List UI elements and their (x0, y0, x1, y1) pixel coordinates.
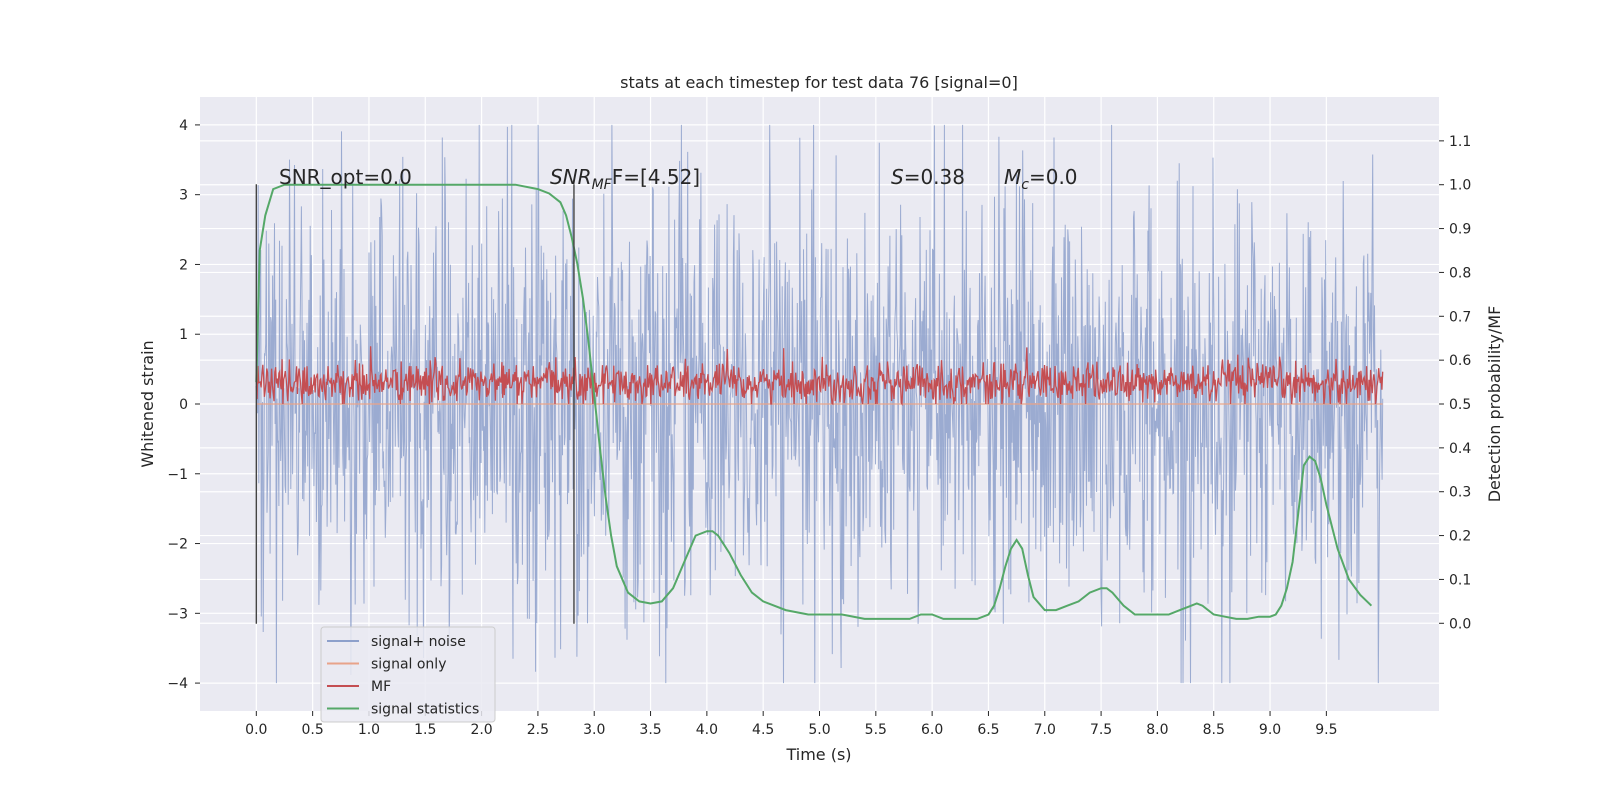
snr-mf-prefix: SNR (550, 165, 592, 189)
legend-entry: signal statistics (371, 702, 479, 718)
x-tick-label: 5.5 (865, 722, 887, 738)
chart-title: stats at each timestep for test data 76 … (620, 73, 1018, 92)
x-tick-label: 7.5 (1090, 722, 1112, 738)
y-right-tick-label: 0.4 (1449, 441, 1471, 457)
x-tick-label: 9.5 (1315, 722, 1337, 738)
x-axis-label: Time (s) (785, 745, 851, 764)
y-right-tick-label: 0.1 (1449, 572, 1471, 588)
x-tick-label: 2.0 (470, 722, 492, 738)
y-tick-label: 0 (179, 397, 188, 413)
x-tick-label: 4.5 (752, 722, 774, 738)
y-tick-label: 1 (179, 327, 188, 343)
y-tick-label: 2 (179, 257, 188, 273)
x-tick-label: 8.5 (1203, 722, 1225, 738)
y-right-tick-label: 0.0 (1449, 616, 1471, 632)
mc-value: =0.0 (1029, 165, 1078, 189)
y-tick-label: 3 (179, 188, 188, 204)
snr-mf-annotation: SNRMFF=[4.52] (550, 165, 700, 193)
y-right-tick-label: 1.0 (1449, 178, 1471, 194)
s-annotation: S=0.38 (891, 165, 965, 189)
x-tick-label: 1.0 (358, 722, 380, 738)
x-tick-label: 6.5 (977, 722, 999, 738)
x-tick-label: 8.0 (1146, 722, 1168, 738)
y-right-tick-label: 0.7 (1449, 309, 1471, 325)
y-right-tick-label: 0.8 (1449, 265, 1471, 281)
x-tick-label: 2.5 (527, 722, 549, 738)
y-tick-label: −1 (167, 467, 188, 483)
y-right-tick-label: 0.6 (1449, 353, 1471, 369)
x-tick-label: 0.5 (302, 722, 324, 738)
y-tick-label: −4 (167, 676, 188, 692)
x-tick-label: 4.0 (696, 722, 718, 738)
vline-layer (255, 184, 575, 624)
y-tick-label: −2 (167, 537, 188, 553)
x-tick-label: 9.0 (1259, 722, 1281, 738)
legend-entry: signal+ noise (371, 634, 466, 650)
x-tick-label: 3.5 (639, 722, 661, 738)
x-tick-label: 1.5 (414, 722, 436, 738)
y-right-tick-label: 0.2 (1449, 529, 1471, 545)
snr-mf-sub: MF (592, 177, 613, 193)
y-right-tick-label: 0.9 (1449, 222, 1471, 238)
legend: signal+ noise signal only MF signal statist… (320, 626, 496, 723)
y-right-axis-ticks: 1.1 1.0 0.9 0.8 0.7 0.6 0.5 0.4 0.3 0.2 0.1 0.0 (1439, 134, 1471, 632)
series-signal-statistics (255, 183, 1373, 620)
y-axis-label: Whitened strain (138, 340, 157, 467)
legend-box (320, 626, 496, 723)
x-tick-label: 5.0 (808, 722, 830, 738)
s-label: S (891, 165, 904, 189)
y-tick-label: −3 (167, 606, 188, 622)
x-tick-label: 0.0 (245, 722, 267, 738)
s-value: =0.38 (904, 165, 965, 189)
x-tick-label: 6.0 (921, 722, 943, 738)
legend-entry: MF (371, 679, 391, 695)
y-right-axis-label: Detection probability/MF (1485, 306, 1504, 503)
y-tick-label: 4 (179, 118, 188, 134)
y-right-tick-label: 1.1 (1449, 134, 1471, 150)
snr-mf-suffix: F=[4.52] (612, 165, 700, 189)
y-right-tick-label: 0.5 (1449, 397, 1471, 413)
series-signal-noise (255, 124, 1384, 684)
mc-sub: c (1021, 177, 1029, 193)
legend-entry: signal only (371, 657, 446, 673)
series-mf (255, 346, 1384, 407)
y-axis-ticks: 4 3 2 1 0 −1 −2 −3 −4 (167, 118, 200, 692)
x-axis-ticks: 0.0 0.5 1.0 1.5 2.0 2.5 3.0 3.5 4.0 4.5 5.0 5.5 6.0 6… (245, 711, 1337, 738)
series-layer (255, 124, 1384, 684)
x-tick-label: 3.0 (583, 722, 605, 738)
snr-opt-annotation: SNR_opt=0.0 (279, 165, 412, 189)
mc-label: M (1004, 165, 1021, 189)
y-right-tick-label: 0.3 (1449, 485, 1471, 501)
x-tick-label: 7.0 (1034, 722, 1056, 738)
mc-annotation: Mc=0.0 (1004, 165, 1078, 193)
